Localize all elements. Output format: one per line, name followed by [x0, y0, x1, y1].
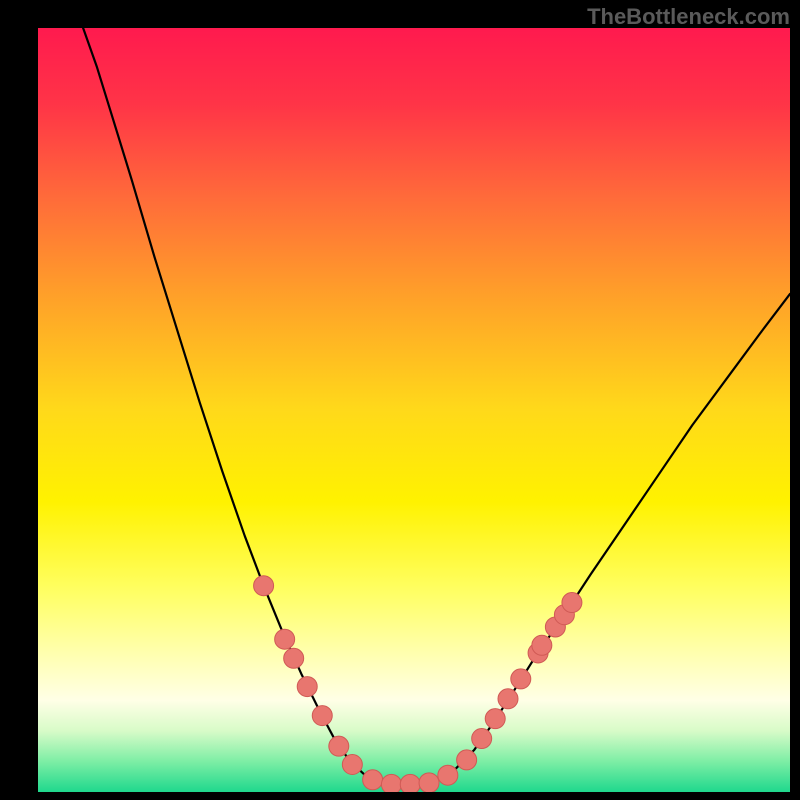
watermark-text: TheBottleneck.com: [587, 4, 790, 30]
data-marker: [457, 750, 477, 770]
chart-background: [38, 28, 790, 792]
data-marker: [297, 677, 317, 697]
data-marker: [498, 689, 518, 709]
data-marker: [511, 669, 531, 689]
data-marker: [472, 729, 492, 749]
data-marker: [329, 736, 349, 756]
data-marker: [381, 774, 401, 792]
chart-svg: [38, 28, 790, 792]
data-marker: [342, 755, 362, 775]
data-marker: [312, 706, 332, 726]
data-marker: [485, 709, 505, 729]
data-marker: [254, 576, 274, 596]
chart-plot-area: [38, 28, 790, 792]
data-marker: [363, 770, 383, 790]
data-marker: [419, 773, 439, 792]
data-marker: [562, 593, 582, 613]
data-marker: [400, 774, 420, 792]
data-marker: [532, 635, 552, 655]
data-marker: [275, 629, 295, 649]
data-marker: [284, 648, 304, 668]
data-marker: [438, 765, 458, 785]
